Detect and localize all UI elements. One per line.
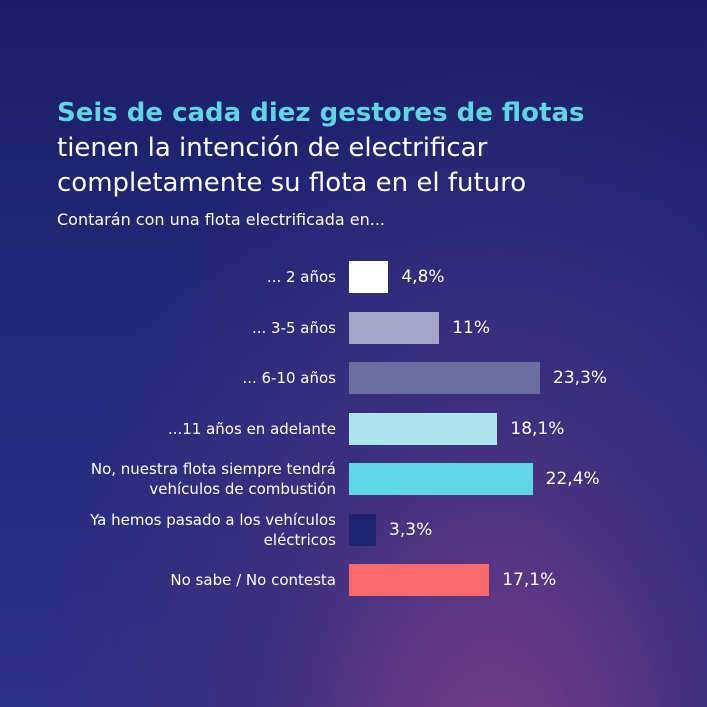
bar <box>349 564 490 596</box>
bar-row: No, nuestra flota siempre tendrá vehícul… <box>0 459 707 499</box>
bar <box>349 362 541 394</box>
category-label: No sabe / No contesta <box>170 571 336 589</box>
value-label: 23,3% <box>553 368 608 388</box>
title: Seis de cada diez gestores de flotas tie… <box>57 96 647 201</box>
value-label: 11% <box>452 317 490 338</box>
bar <box>349 412 498 445</box>
bar <box>349 463 533 495</box>
value-label: 4,8% <box>401 267 445 287</box>
category-label: Ya hemos pasado a los vehículos eléctric… <box>90 510 336 549</box>
bar <box>349 261 389 293</box>
value-label: 18,1% <box>510 418 565 439</box>
bar-row: ... 2 años 4,8% <box>0 257 707 297</box>
value-label: 22,4% <box>545 469 600 489</box>
value-label: 17,1% <box>502 570 557 590</box>
bar-row: ... 3-5 años 11% <box>0 308 707 348</box>
title-highlight: Seis de cada diez gestores de flotas <box>57 98 585 128</box>
bar-row: ... 6-10 años 23,3% <box>0 358 707 398</box>
subtitle: Contarán con una flota electrificada en.… <box>57 210 385 229</box>
bar <box>349 311 440 344</box>
category-label: ... 2 años <box>266 268 336 286</box>
category-label: ... 3-5 años <box>251 318 336 337</box>
category-label: ... 6-10 años <box>242 369 336 387</box>
category-label: ...11 años en adelante <box>167 419 336 438</box>
bar-row: ...11 años en adelante 18,1% <box>0 409 707 449</box>
bar-row: No sabe / No contesta 17,1% <box>0 560 707 600</box>
bar <box>349 513 377 546</box>
category-label: No, nuestra flota siempre tendrá vehícul… <box>90 460 336 498</box>
title-rest: tienen la intención de electrificar comp… <box>57 133 527 198</box>
value-label: 3,3% <box>389 519 433 540</box>
bar-row: Ya hemos pasado a los vehículos eléctric… <box>0 510 707 550</box>
